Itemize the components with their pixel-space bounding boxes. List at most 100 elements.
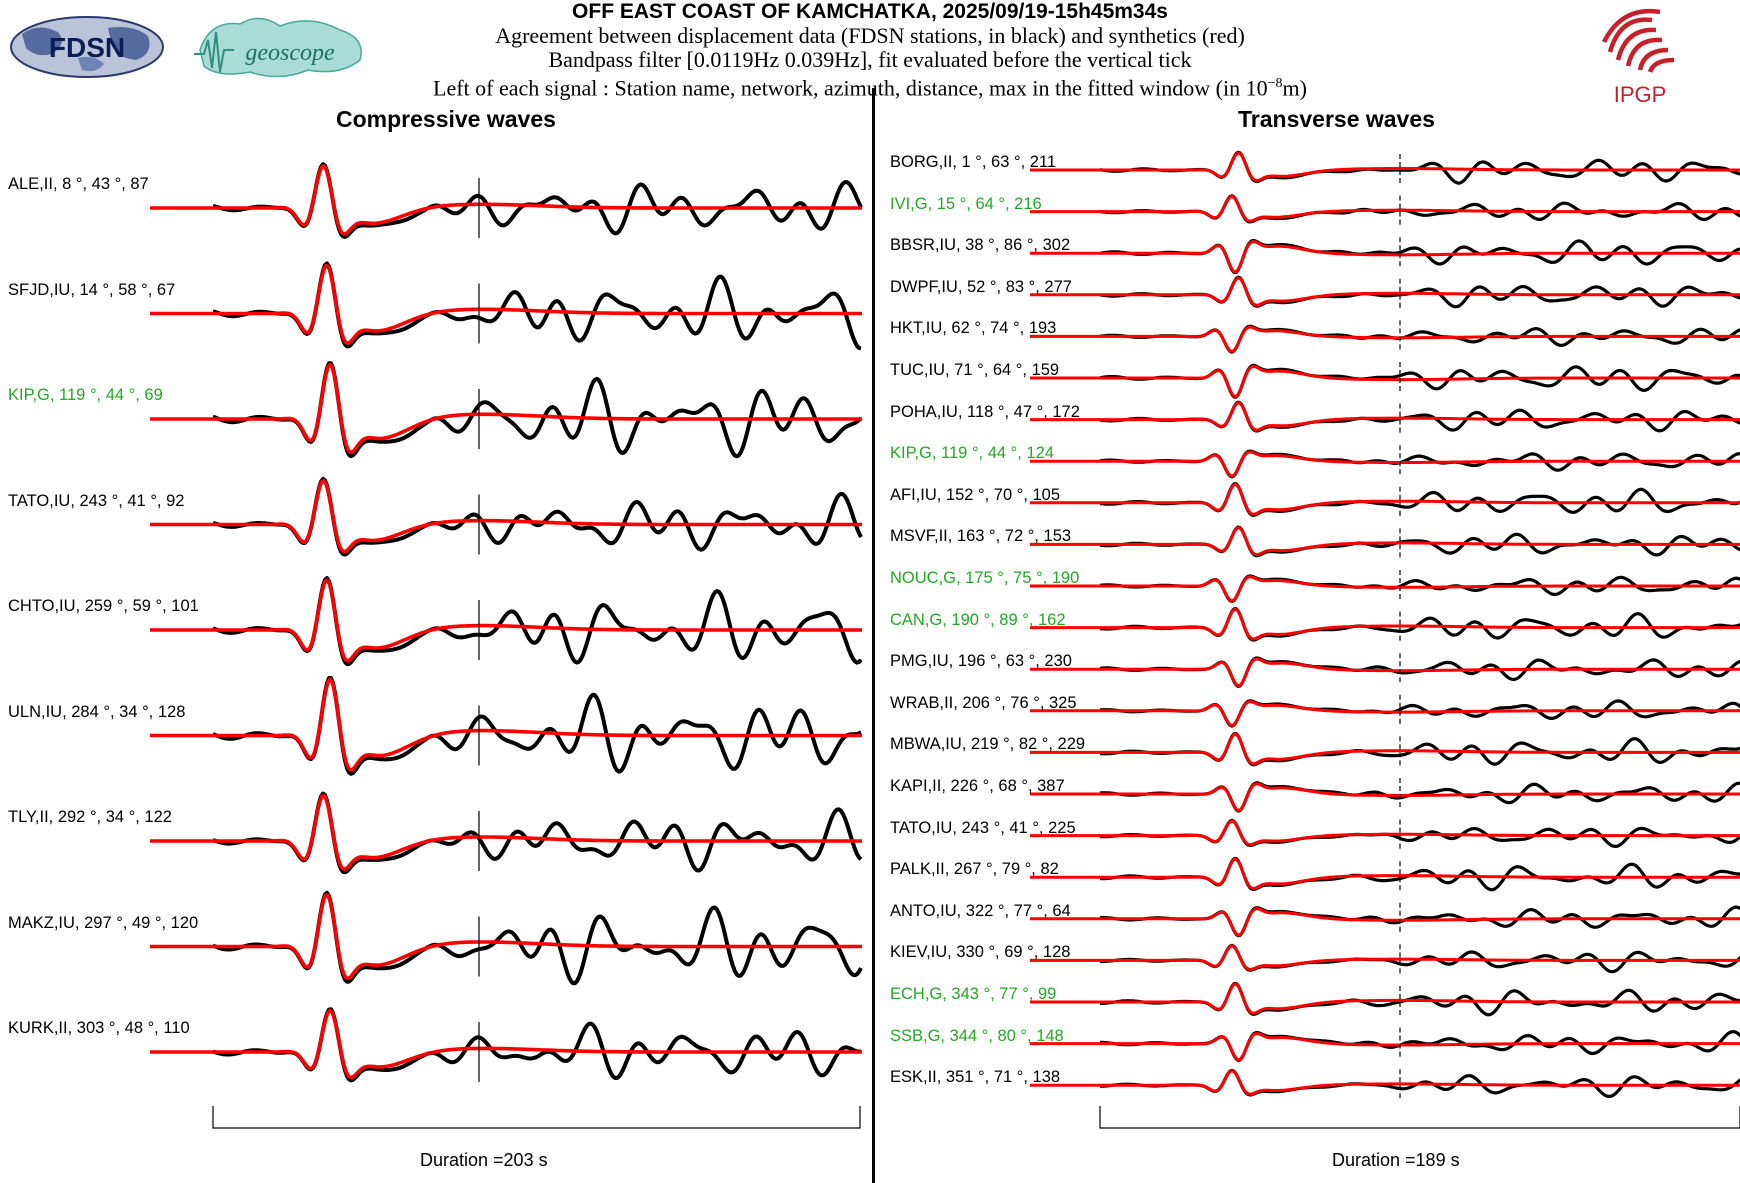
compressive-synthetic-trace bbox=[150, 164, 862, 236]
transverse-data-trace bbox=[1099, 363, 1740, 399]
transverse-synthetic-trace bbox=[1030, 575, 1740, 603]
station-label: HKT,IU, 62 °, 74 °, 193 bbox=[890, 319, 1057, 338]
station-label: ALE,II, 8 °, 43 °, 87 bbox=[8, 175, 149, 193]
geoscope-logo: geoscope bbox=[194, 17, 362, 78]
compressive-data-trace bbox=[212, 162, 863, 239]
compressive-data-trace bbox=[212, 791, 863, 875]
transverse-synthetic-trace bbox=[1030, 450, 1740, 478]
station-label: AFI,IU, 152 °, 70 °, 105 bbox=[890, 485, 1061, 504]
transverse-synthetic-trace bbox=[1030, 401, 1740, 432]
station-label: ULN,IU, 284 °, 34 °, 128 bbox=[8, 702, 186, 721]
station-label: TATO,IU, 243 °, 41 °, 92 bbox=[8, 491, 185, 510]
transverse-synthetic-trace bbox=[1030, 657, 1740, 688]
station-label: IVI,G, 15 °, 64 °, 216 bbox=[890, 194, 1042, 213]
compressive-duration-label: Duration =203 s bbox=[420, 1150, 548, 1170]
ipgp-logo: IPGP bbox=[1601, 8, 1675, 107]
compressive-synthetic-trace bbox=[150, 263, 862, 346]
station-label: ECH,G, 343 °, 77 °, 99 bbox=[890, 985, 1057, 1003]
fdsn-logo: FDSN bbox=[10, 16, 164, 78]
station-label: KAPI,II, 226 °, 68 °, 387 bbox=[890, 777, 1065, 795]
panel-divider bbox=[872, 88, 875, 1183]
subtitle-line3-exponent: −8 bbox=[1267, 76, 1283, 91]
station-label: NOUC,G, 175 °, 75 °, 190 bbox=[890, 569, 1080, 587]
station-label: MSVF,II, 163 °, 72 °, 153 bbox=[890, 527, 1072, 546]
station-label: ESK,II, 351 °, 71 °, 138 bbox=[890, 1068, 1061, 1087]
transverse-synthetic-trace bbox=[1030, 700, 1740, 728]
ipgp-logo-text: IPGP bbox=[1614, 82, 1667, 107]
transverse-synthetic-trace bbox=[1030, 944, 1740, 971]
station-label: PALK,II, 267 °, 79 °, 82 bbox=[890, 860, 1059, 879]
transverse-synthetic-trace bbox=[1030, 857, 1740, 890]
compressive-synthetic-trace bbox=[150, 362, 862, 454]
transverse-data-trace bbox=[1099, 656, 1740, 688]
transverse-data-trace bbox=[1099, 607, 1740, 642]
subtitle-line3-prefix: Left of each signal : Station name, netw… bbox=[433, 75, 1268, 101]
station-label: KIP,G, 119 °, 44 °, 69 bbox=[8, 386, 163, 404]
compressive-synthetic-trace bbox=[150, 478, 862, 554]
transverse-data-trace bbox=[1099, 238, 1740, 275]
figure-subtitle-line3: Left of each signal : Station name, netw… bbox=[360, 72, 1380, 100]
station-label: KURK,II, 303 °, 48 °, 110 bbox=[8, 1019, 190, 1037]
transverse-synthetic-trace bbox=[1030, 194, 1740, 223]
station-label: CAN,G, 190 °, 89 °, 162 bbox=[890, 610, 1066, 629]
figure-title: OFF EAST COAST OF KAMCHATKA, 2025/09/19-… bbox=[572, 0, 1168, 23]
station-label: KIP,G, 119 °, 44 °, 124 bbox=[890, 444, 1054, 463]
transverse-duration-label: Duration =189 s bbox=[1332, 1150, 1460, 1170]
transverse-data-trace bbox=[1099, 400, 1740, 433]
transverse-synthetic-trace bbox=[1030, 325, 1740, 353]
station-label: BBSR,IU, 38 °, 86 °, 302 bbox=[890, 236, 1071, 255]
compressive-synthetic-trace bbox=[150, 793, 862, 872]
compressive-duration-bracket bbox=[212, 1106, 861, 1129]
compressive-data-trace bbox=[212, 261, 862, 351]
transverse-synthetic-trace bbox=[1030, 276, 1740, 307]
station-label: PMG,IU, 196 °, 63 °, 230 bbox=[890, 652, 1072, 671]
transverse-synthetic-trace bbox=[1030, 607, 1740, 641]
geoscope-logo-text: geoscope bbox=[245, 40, 335, 66]
station-label: TUC,IU, 71 °, 64 °, 159 bbox=[890, 361, 1060, 379]
transverse-synthetic-trace bbox=[1030, 982, 1740, 1015]
station-label: SSB,G, 344 °, 80 °, 148 bbox=[890, 1026, 1064, 1045]
compressive-synthetic-trace bbox=[150, 1008, 862, 1080]
transverse-data-trace bbox=[1099, 525, 1740, 558]
transverse-synthetic-trace bbox=[1030, 482, 1740, 516]
station-label: TLY,II, 292 °, 34 °, 122 bbox=[8, 808, 172, 826]
subtitle-line3-suffix: m) bbox=[1282, 75, 1307, 101]
fdsn-logo-text: FDSN bbox=[49, 32, 125, 63]
transverse-data-trace bbox=[1099, 731, 1740, 767]
station-label: CHTO,IU, 259 °, 59 °, 101 bbox=[8, 597, 199, 615]
station-label: TATO,IU, 243 °, 41 °, 225 bbox=[890, 818, 1076, 837]
figure-subtitle-line2: Bandpass filter [0.0119Hz 0.039Hz], fit … bbox=[548, 47, 1192, 72]
compressive-synthetic-trace bbox=[150, 893, 862, 981]
transverse-data-trace bbox=[1099, 856, 1740, 892]
compressive-data-trace bbox=[212, 476, 863, 557]
transverse-synthetic-trace bbox=[1030, 1069, 1740, 1096]
transverse-synthetic-trace bbox=[1030, 240, 1740, 274]
station-label: DWPF,IU, 52 °, 83 °, 277 bbox=[890, 277, 1072, 296]
compressive-data-trace bbox=[212, 576, 863, 667]
transverse-synthetic-trace bbox=[1030, 819, 1740, 847]
station-label: ANTO,IU, 322 °, 77 °, 64 bbox=[890, 901, 1071, 920]
transverse-duration-bracket bbox=[1099, 1106, 1740, 1129]
compressive-synthetic-trace bbox=[150, 578, 862, 663]
station-label: MBWA,IU, 219 °, 82 °, 229 bbox=[890, 735, 1086, 754]
transverse-panel-title: Transverse waves bbox=[1238, 106, 1435, 132]
compressive-panel-title: Compressive waves bbox=[336, 106, 556, 132]
transverse-synthetic-trace bbox=[1030, 732, 1740, 766]
compressive-synthetic-trace bbox=[150, 677, 862, 772]
transverse-data-trace bbox=[1099, 781, 1740, 813]
transverse-synthetic-trace bbox=[1030, 151, 1740, 183]
station-label: SFJD,IU, 14 °, 58 °, 67 bbox=[8, 280, 176, 299]
transverse-synthetic-trace bbox=[1030, 907, 1740, 937]
station-label: MAKZ,IU, 297 °, 49 °, 120 bbox=[8, 913, 199, 932]
station-label: BORG,II, 1 °, 63 °, 211 bbox=[890, 153, 1057, 171]
transverse-synthetic-trace bbox=[1030, 782, 1740, 812]
transverse-synthetic-trace bbox=[1030, 1032, 1740, 1062]
transverse-synthetic-trace bbox=[1030, 364, 1740, 398]
station-label: KIEV,IU, 330 °, 69 °, 128 bbox=[890, 943, 1071, 962]
transverse-data-trace bbox=[1099, 482, 1740, 517]
compressive-data-trace bbox=[212, 890, 863, 986]
figure-subtitle-line1: Agreement between displacement data (FDS… bbox=[495, 23, 1245, 48]
transverse-synthetic-trace bbox=[1030, 526, 1740, 557]
station-label: WRAB,II, 206 °, 76 °, 325 bbox=[890, 693, 1077, 712]
